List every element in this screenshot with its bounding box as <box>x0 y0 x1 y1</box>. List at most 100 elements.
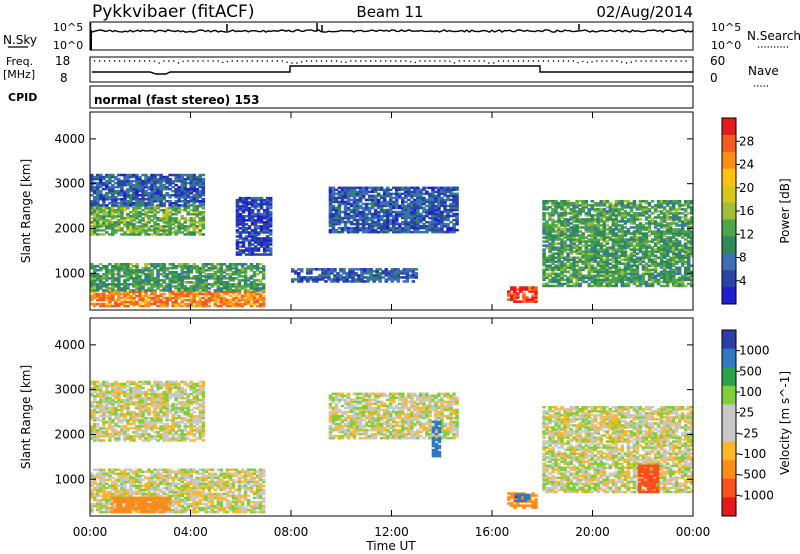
y-tick-label: 4000 <box>54 132 85 146</box>
velocity-colorbar-band <box>722 441 736 461</box>
x-tick-label: 00:00 <box>676 525 711 539</box>
velocity-region-6 <box>514 493 531 503</box>
nave-label: Nave <box>748 64 779 78</box>
power-colorbar-tick-label: 12 <box>739 227 754 241</box>
power-heatmap <box>90 173 694 308</box>
velocity-colorbar: 1000 500 100 25 -25 -100 -500 -1000 Velocity [m … <box>721 329 792 517</box>
x-tick-label: 16:00 <box>475 525 510 539</box>
velocity-colorbar-tick-label: 25 <box>739 406 754 420</box>
power-colorbar-tick-label: 8 <box>739 251 747 265</box>
nsearch-label: N.Search <box>747 29 800 43</box>
power-colorbar-band <box>722 253 736 271</box>
power-colorbar-band <box>722 118 736 136</box>
nsky-tick-low: 10^0 <box>53 39 83 52</box>
nsky-line <box>90 29 694 33</box>
power-colorbar-band <box>722 134 736 153</box>
power-region-3 <box>90 173 206 207</box>
y-tick-label: 2000 <box>54 427 85 441</box>
velocity-colorbar-band <box>722 367 736 387</box>
power-axes: 1000 2000 3000 4000 Slant Range [km] <box>19 112 694 310</box>
x-tick-label: 20:00 <box>575 525 610 539</box>
y-tick-label: 4000 <box>54 338 85 352</box>
y-tick-label: 2000 <box>54 221 85 235</box>
freq-label: Freq. <box>6 55 33 68</box>
velocity-colorbar-band <box>722 423 736 443</box>
velocity-colorbar-band <box>722 460 736 480</box>
power-colorbar-label: Power [dB] <box>778 178 792 243</box>
freq-series <box>92 60 693 75</box>
freq-tick-high: 18 <box>55 54 70 68</box>
velocity-region-2 <box>90 380 206 442</box>
nsky-panel <box>89 21 694 51</box>
power-region-8 <box>542 200 694 288</box>
velocity-colorbar-band <box>722 478 736 498</box>
y-axis-label: Slant Range [km] <box>19 365 33 469</box>
power-region-5 <box>291 268 419 283</box>
velocity-colorbar-band <box>722 330 736 350</box>
power-colorbar-band <box>722 202 736 220</box>
x-axis-label: Time UT <box>365 539 416 553</box>
power-colorbar: 28 24 20 16 12 8 4 Power [dB] <box>721 117 792 305</box>
power-colorbar-tick-label: 24 <box>739 158 754 172</box>
nsky-label: N.Sky <box>3 33 37 47</box>
nsearch-tick-high: 10^5 <box>711 21 741 34</box>
time-axis: 00:00 04:00 08:00 12:00 16:00 20:00 00:00 <box>73 525 711 539</box>
y-tick-label: 1000 <box>54 472 85 486</box>
velocity-region-1 <box>110 496 171 514</box>
freq-units-label: [MHz] <box>3 68 35 81</box>
freq-panel <box>89 56 694 83</box>
cpid-text: normal (fast stereo) 153 <box>94 93 260 107</box>
power-colorbar-band <box>722 270 736 288</box>
power-region-0 <box>90 290 266 308</box>
velocity-region-7 <box>542 406 694 494</box>
power-colorbar-band <box>722 236 736 254</box>
x-tick-label: 04:00 <box>173 525 208 539</box>
power-region-7 <box>507 286 538 303</box>
velocity-colorbar-tick-label: 500 <box>739 364 762 378</box>
frequency-line <box>92 65 693 75</box>
power-colorbar-tick-label: 16 <box>739 204 754 218</box>
nsky-series <box>89 23 694 50</box>
nave-tick-low: 0 <box>710 71 718 85</box>
velocity-region-4 <box>431 420 442 458</box>
velocity-colorbar-tick-label: -25 <box>739 426 759 440</box>
velocity-colorbar-band <box>722 404 736 424</box>
power-region-4 <box>235 196 273 256</box>
power-region-6 <box>328 186 459 234</box>
velocity-colorbar-tick-label: -1000 <box>739 488 774 502</box>
power-colorbar-tick-label: 28 <box>739 134 754 148</box>
cpid-panel <box>89 85 694 109</box>
beam-label: Beam 11 <box>356 3 423 21</box>
y-tick-label: 1000 <box>54 266 85 280</box>
power-colorbar-band <box>722 287 736 305</box>
date-label: 02/Aug/2014 <box>596 3 693 21</box>
velocity-colorbar-frame <box>721 329 737 517</box>
y-tick-label: 3000 <box>54 383 85 397</box>
velocity-colorbar-band <box>722 348 736 368</box>
velocity-colorbar-band <box>722 497 736 517</box>
velocity-colorbar-tick-label: 100 <box>739 385 762 399</box>
velocity-colorbar-tick-label: 1000 <box>739 344 770 358</box>
nsky-tick-high: 10^5 <box>53 21 83 34</box>
velocity-axes: 1000 2000 3000 4000 Slant Range [km] <box>19 318 694 516</box>
velocity-colorbar-band <box>722 385 736 405</box>
x-tick-label: 00:00 <box>73 525 108 539</box>
velocity-colorbar-tick-label: -100 <box>739 447 766 461</box>
x-tick-label: 08:00 <box>274 525 309 539</box>
velocity-region-8 <box>637 464 660 494</box>
velocity-region-3 <box>328 392 459 440</box>
power-colorbar-tick-label: 20 <box>739 181 754 195</box>
x-tick-label: 12:00 <box>374 525 409 539</box>
power-colorbar-tick-label: 4 <box>739 274 747 288</box>
velocity-heatmap <box>90 380 694 514</box>
power-colorbar-band <box>722 151 736 170</box>
y-tick-label: 3000 <box>54 177 85 191</box>
cpid-label: CPID <box>8 91 37 104</box>
nsearch-tick-low: 10^0 <box>711 39 741 52</box>
power-colorbar-band <box>722 219 736 237</box>
freq-tick-low: 8 <box>60 71 68 85</box>
y-axis-label: Slant Range [km] <box>19 159 33 263</box>
nave-line <box>94 60 689 64</box>
power-region-1 <box>90 263 266 292</box>
